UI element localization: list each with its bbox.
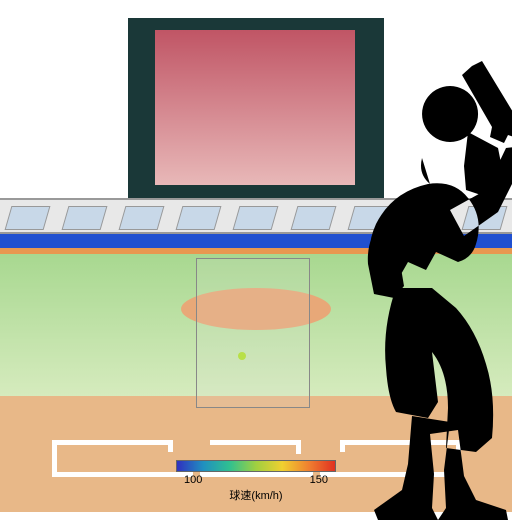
- plate-line: [210, 440, 300, 445]
- stand-window: [5, 206, 51, 230]
- speed-legend-label: 球速(km/h): [176, 487, 336, 503]
- stand-window: [62, 206, 108, 230]
- batter-silhouette: [300, 60, 512, 520]
- speed-legend: 100 150 球速(km/h): [176, 460, 336, 503]
- plate-line: [168, 440, 173, 452]
- speed-tick-max: 150: [310, 474, 328, 486]
- speed-legend-gradient: [176, 460, 336, 472]
- stand-window: [176, 206, 222, 230]
- plate-line: [52, 440, 57, 476]
- stand-window: [233, 206, 279, 230]
- plate-line: [52, 440, 172, 445]
- speed-legend-ticks: 100 150: [176, 474, 336, 486]
- speed-tick-min: 100: [184, 474, 202, 486]
- pitch-location-scene: 100 150 球速(km/h): [0, 0, 512, 512]
- plate-line: [52, 472, 192, 477]
- stand-window: [119, 206, 165, 230]
- strike-zone: [196, 258, 310, 408]
- pitch-dot: [238, 352, 246, 360]
